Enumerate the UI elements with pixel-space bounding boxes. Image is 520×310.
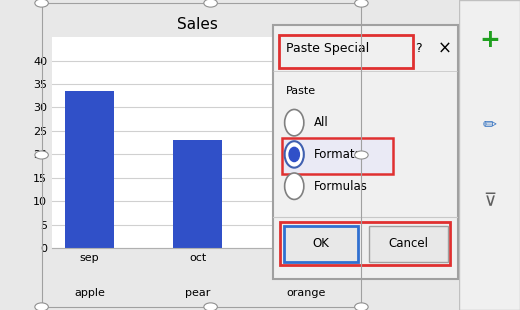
FancyBboxPatch shape — [273, 25, 458, 279]
FancyBboxPatch shape — [284, 226, 358, 262]
Text: All: All — [314, 116, 328, 129]
Text: apple: apple — [74, 288, 105, 298]
FancyBboxPatch shape — [369, 226, 448, 262]
Text: orange: orange — [286, 288, 326, 298]
Circle shape — [284, 173, 304, 199]
Text: ?: ? — [415, 42, 422, 55]
Text: pear: pear — [185, 288, 210, 298]
Text: Paste: Paste — [286, 86, 316, 96]
Bar — [65, 91, 114, 248]
Text: ×: × — [438, 40, 451, 58]
Title: Sales: Sales — [177, 17, 218, 32]
Text: Paste Special: Paste Special — [286, 42, 369, 55]
Text: +: + — [479, 28, 500, 52]
FancyBboxPatch shape — [282, 138, 393, 174]
Text: ✏: ✏ — [483, 115, 496, 133]
Bar — [173, 140, 222, 248]
Text: Cancel: Cancel — [388, 237, 428, 250]
Text: Formats: Formats — [314, 148, 361, 161]
FancyBboxPatch shape — [459, 0, 520, 310]
Text: Formulas: Formulas — [314, 180, 368, 193]
Bar — [281, 232, 330, 248]
Circle shape — [284, 141, 304, 168]
Text: ⊽: ⊽ — [483, 193, 496, 210]
Circle shape — [289, 147, 300, 162]
Circle shape — [284, 109, 304, 136]
Text: OK: OK — [313, 237, 330, 250]
